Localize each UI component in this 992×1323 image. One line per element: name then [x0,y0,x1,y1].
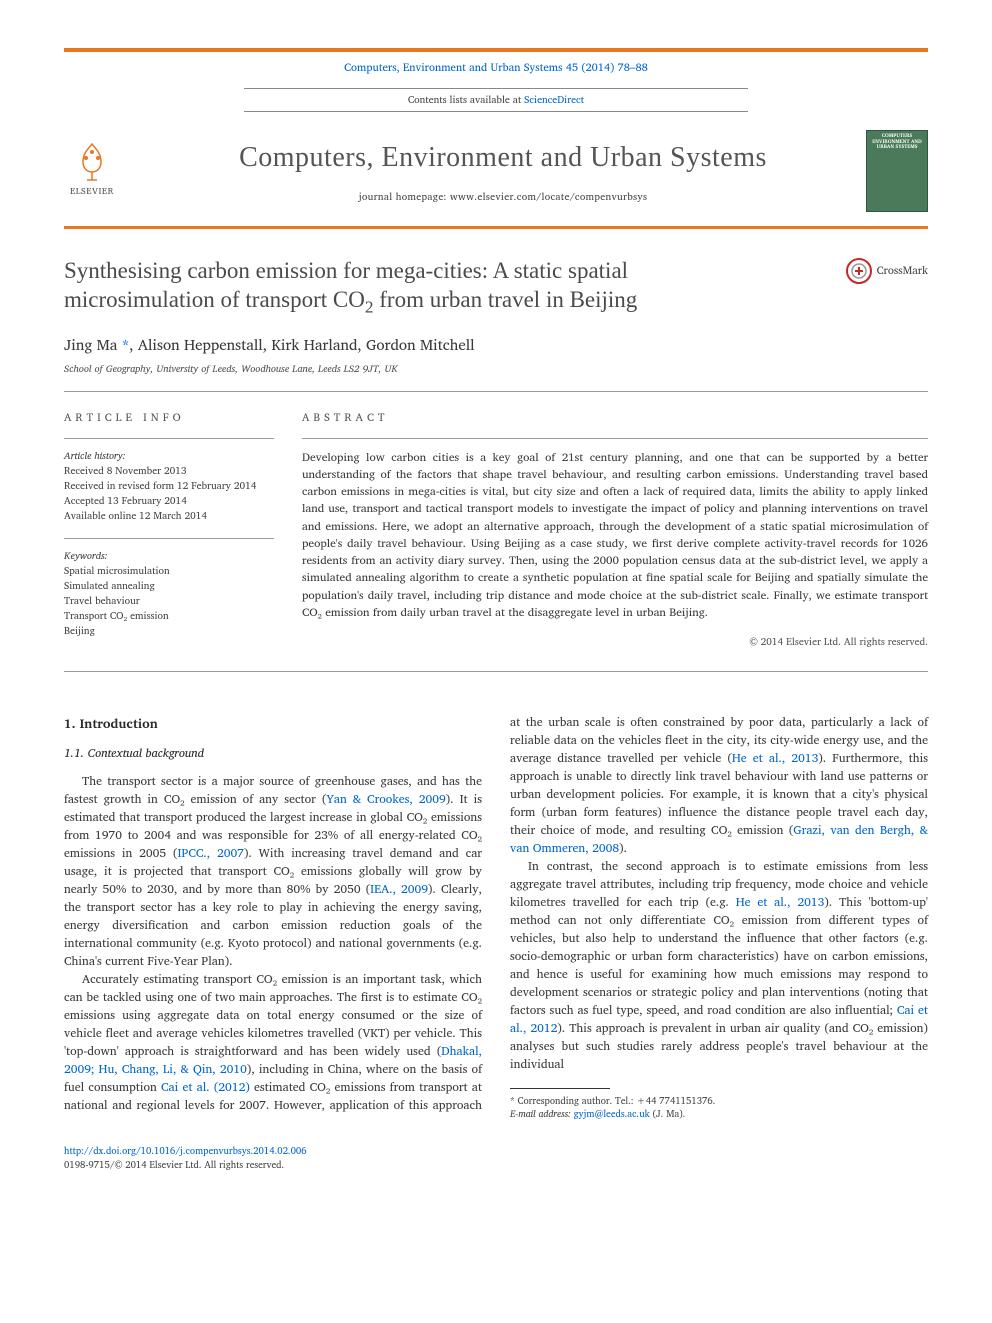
page-footer: http://dx.doi.org/10.1016/j.compenvurbsy… [64,1145,928,1173]
rule-abstract [302,438,928,439]
crossmark-badge[interactable]: CrossMark [825,257,928,285]
crossmark-label: CrossMark [877,263,928,279]
rule-info-1 [64,438,274,439]
footnote-corresponding: * Corresponding author. Tel.: +44 774115… [510,1095,928,1108]
email-suffix: (J. Ma). [650,1107,686,1122]
keyword-2: Travel behaviour [64,594,274,609]
keyword-4: Beijing [64,624,274,639]
history-accepted: Accepted 13 February 2014 [64,494,274,509]
abstract-label: abstract [302,410,928,426]
article-history: Article history: Received 8 November 201… [64,449,274,524]
keywords-block: Keywords: Spatial microsimulation Simula… [64,549,274,639]
keyword-0: Spatial microsimulation [64,564,274,579]
section-1-1-heading: 1.1. Contextual background [64,745,482,763]
affiliation: School of Geography, University of Leeds… [64,362,928,377]
footer-left: http://dx.doi.org/10.1016/j.compenvurbsy… [64,1145,307,1173]
divider-accent-bar [64,226,928,229]
para-1: The transport sector is a major source o… [64,773,482,971]
title-line-1: Synthesising carbon emission for mega-ci… [64,258,628,283]
doi-link[interactable]: http://dx.doi.org/10.1016/j.compenvurbsy… [64,1145,307,1159]
cite-iea[interactable]: IEA., 2009 [370,880,428,899]
cite-yan-crookes[interactable]: Yan & Crookes, 2009 [326,790,445,809]
sciencedirect-link[interactable]: ScienceDirect [524,92,584,108]
journal-reference: Computers, Environment and Urban Systems… [64,60,928,76]
keyword-1: Simulated annealing [64,579,274,594]
abstract-column: abstract Developing low carbon cities is… [302,410,928,653]
elsevier-tree-icon [71,140,113,182]
author-1: Jing Ma [64,332,117,357]
corresponding-marker[interactable]: * [117,332,129,357]
title-row: Synthesising carbon emission for mega-ci… [64,257,928,334]
journal-title: Computers, Environment and Urban Systems [140,138,866,179]
contents-prefix: Contents lists available at [408,92,524,108]
p2-a: Accurately estimating transport CO₂ emis… [64,970,482,1061]
abstract-text: Developing low carbon cities is a key go… [302,449,928,622]
elsevier-label: ELSEVIER [70,184,114,197]
footnote-rule [510,1088,610,1089]
article-info-column: article info Article history: Received 8… [64,410,274,653]
title-line-2b: from urban travel in Beijing [374,287,638,312]
cite-he-2013b[interactable]: He et al., 2013 [736,893,825,912]
email-label: E-mail address: [510,1107,574,1122]
body-two-column: 1. Introduction 1.1. Contextual backgrou… [64,714,928,1122]
para-3: In contrast, the second approach is to e… [510,858,928,1074]
homepage-url[interactable]: www.elsevier.com/locate/compenvurbsys [450,189,647,205]
homepage-prefix: journal homepage: [359,189,450,205]
homepage-line: journal homepage: www.elsevier.com/locat… [140,190,866,205]
top-accent-bar [64,48,928,52]
article-info-label: article info [64,410,274,426]
footnote-email: E-mail address: gyjm@leeds.ac.uk (J. Ma)… [510,1108,928,1121]
cover-thumb-text: COMPUTERS ENVIRONMENT AND URBAN SYSTEMS [870,134,924,151]
title-line-2a: microsimulation of transport CO [64,287,365,312]
journal-cover-thumbnail: COMPUTERS ENVIRONMENT AND URBAN SYSTEMS [866,130,928,212]
section-1-heading: 1. Introduction [64,714,482,734]
title-sub-2: 2 [365,298,374,317]
copyright-line: © 2014 Elsevier Ltd. All rights reserved… [302,635,928,650]
info-abstract-row: article info Article history: Received 8… [64,410,928,653]
cite-he-2013a[interactable]: He et al., 2013 [732,749,818,768]
rule-info-2 [64,538,274,539]
issn-copyright: 0198-9715/© 2014 Elsevier Ltd. All right… [64,1159,307,1173]
article-title: Synthesising carbon emission for mega-ci… [64,257,637,318]
history-received: Received 8 November 2013 [64,464,274,479]
p3-c: ). This approach is prevalent in urban a… [510,1019,928,1074]
elsevier-logo: ELSEVIER [64,140,120,202]
history-online: Available online 12 March 2014 [64,509,274,524]
journal-title-block: Computers, Environment and Urban Systems… [140,138,866,205]
contents-available-line: Contents lists available at ScienceDirec… [244,88,748,113]
p2-e: ). [619,839,627,858]
authors-rest: , Alison Heppenstall, Kirk Harland, Gord… [129,332,474,357]
keyword-3: Transport CO₂ emission [64,609,274,624]
authors-line: Jing Ma *, Alison Heppenstall, Kirk Harl… [64,334,928,356]
cite-cai-2012a[interactable]: Cai et al. (2012) [161,1078,250,1097]
keywords-heading: Keywords: [64,549,274,564]
crossmark-icon [845,257,873,285]
history-revised: Received in revised form 12 February 201… [64,479,274,494]
rule-below-abstract [64,671,928,672]
cite-ipcc[interactable]: IPCC., 2007 [177,844,244,863]
p3-b: ). This 'bottom-up' method can not only … [510,893,928,1020]
rule-above-info [64,391,928,392]
masthead: ELSEVIER Computers, Environment and Urba… [64,130,928,212]
history-heading: Article history: [64,449,274,464]
email-link[interactable]: gyjm@leeds.ac.uk [574,1107,650,1122]
